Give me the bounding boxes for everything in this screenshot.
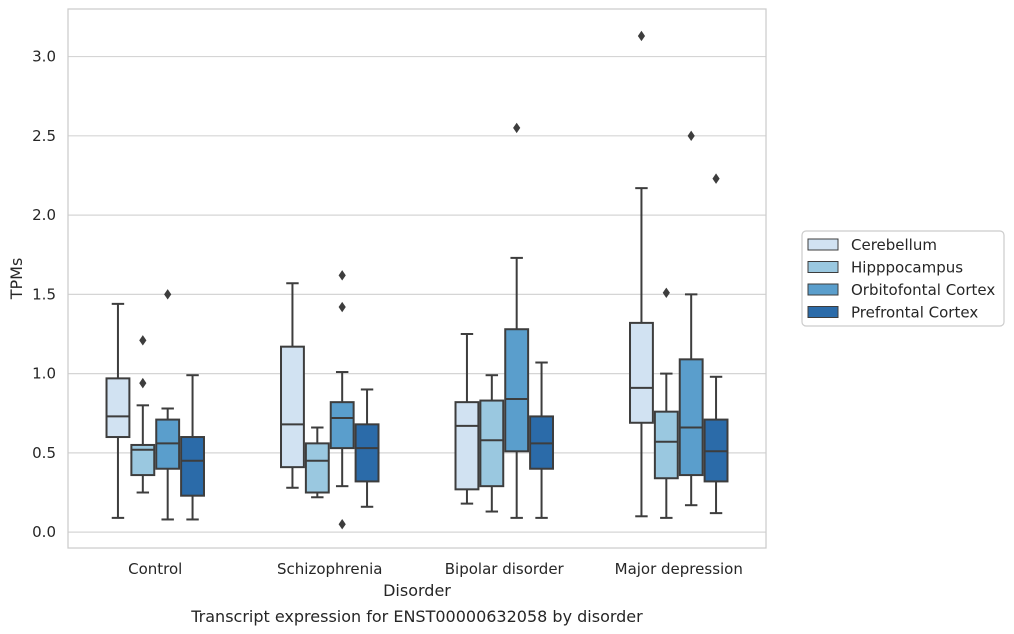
box-group xyxy=(504,122,530,519)
y-axis-title: TPMs xyxy=(7,258,26,301)
y-tick-label: 0.5 xyxy=(32,444,56,462)
outlier-point xyxy=(338,270,346,281)
outlier-point xyxy=(687,130,695,142)
box xyxy=(653,410,679,480)
box-group xyxy=(454,332,480,505)
outlier-point xyxy=(712,173,720,184)
y-tick-label: 1.5 xyxy=(32,285,56,303)
box xyxy=(130,443,156,477)
box xyxy=(479,399,505,488)
box-group xyxy=(703,173,729,515)
box xyxy=(180,436,205,497)
box-group xyxy=(653,287,679,519)
plot-area-frame xyxy=(67,8,767,549)
x-tick-label: Control xyxy=(128,560,182,578)
box-group xyxy=(304,426,330,499)
box-group xyxy=(354,388,380,508)
box xyxy=(105,377,131,439)
box xyxy=(454,401,480,491)
y-tick-label: 3.0 xyxy=(32,48,56,66)
box-group xyxy=(678,130,704,507)
x-tick-label: Major depression xyxy=(615,560,743,578)
box xyxy=(280,345,305,469)
x-axis-title: Disorder xyxy=(383,581,451,600)
x-tick-labels: Control Schizophrenia Bipolar disorder Majo… xyxy=(128,560,743,578)
box-group xyxy=(130,335,156,494)
legend-label: Orbitofontal Cortex xyxy=(851,281,995,299)
y-tick-label: 1.0 xyxy=(32,365,56,383)
outlier-point xyxy=(513,122,521,134)
x-tick-label: Bipolar disorder xyxy=(445,560,565,578)
box-group xyxy=(180,374,205,521)
box-group xyxy=(105,302,131,519)
y-tick-label: 2.5 xyxy=(32,127,56,145)
outlier-point xyxy=(662,287,670,298)
legend-label: Hipppocampus xyxy=(851,259,963,277)
chart-caption: Transcript expression for ENST0000063205… xyxy=(190,607,643,626)
legend-frame xyxy=(801,230,1005,327)
outlier-point xyxy=(338,301,346,313)
legend-swatch xyxy=(807,261,839,273)
box-group xyxy=(280,282,305,489)
outlier-point xyxy=(637,30,646,42)
box xyxy=(504,328,530,453)
box-layer xyxy=(105,30,729,530)
outlier-point xyxy=(338,519,346,530)
outlier-point xyxy=(139,377,147,389)
legend-swatch xyxy=(807,283,839,296)
box xyxy=(678,358,704,477)
legend-label: Prefrontal Cortex xyxy=(851,304,978,322)
legend-swatch xyxy=(807,306,839,318)
outlier-point xyxy=(164,289,172,300)
y-tick-label: 2.0 xyxy=(32,206,56,224)
box-group xyxy=(529,361,554,519)
outlier-point xyxy=(139,335,147,346)
box xyxy=(329,401,355,450)
box-group xyxy=(329,270,355,530)
box xyxy=(354,423,380,483)
legend-label: Cerebellum xyxy=(851,236,937,254)
legend: Cerebellum Hipppocampus Orbitofontal Corte… xyxy=(801,230,1005,327)
box-group xyxy=(155,289,181,521)
box xyxy=(304,442,330,494)
box-group xyxy=(629,30,654,518)
box-group xyxy=(479,374,505,513)
y-tick-label: 0.0 xyxy=(32,523,56,541)
box xyxy=(629,321,654,424)
legend-swatch xyxy=(807,238,839,251)
x-tick-label: Schizophrenia xyxy=(277,560,382,578)
y-tick-labels: 0.0 0.5 1.0 1.5 2.0 2.5 3.0 xyxy=(32,48,56,542)
